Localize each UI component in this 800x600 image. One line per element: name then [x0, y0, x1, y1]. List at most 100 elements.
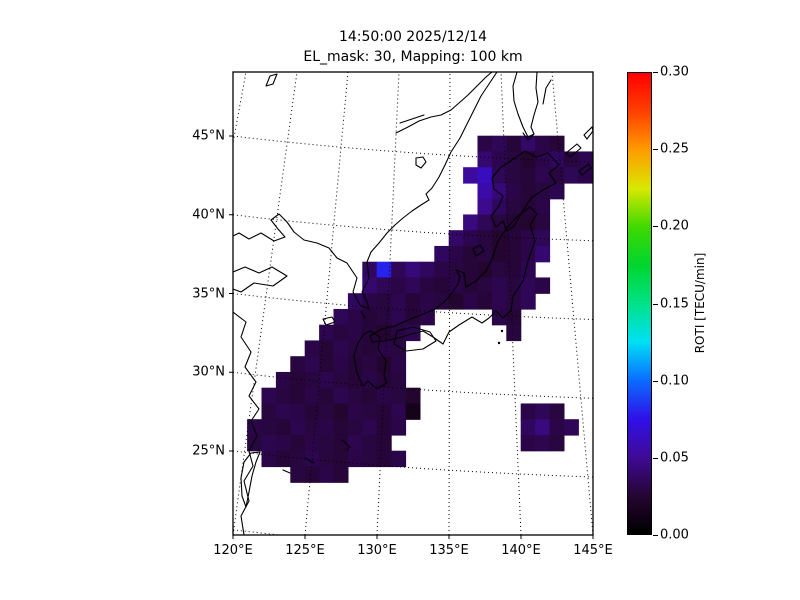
colorbar-tick-mark — [653, 380, 658, 382]
roti-cell — [535, 167, 551, 184]
x-axis-tick-label: 130°E — [357, 543, 397, 558]
y-axis-tick-label: 45°N — [192, 128, 225, 144]
roti-cell — [405, 308, 421, 326]
roti-cell — [434, 293, 450, 310]
roti-cell — [376, 371, 392, 389]
roti-cell — [391, 356, 407, 373]
roti-cell — [563, 151, 579, 168]
figure-title: 14:50:00 2025/12/14 — [338, 29, 488, 45]
roti-cell — [290, 387, 306, 405]
roti-cell — [535, 434, 551, 452]
x-axis-tick-label: 120°E — [213, 543, 253, 558]
roti-cell — [391, 340, 407, 357]
roti-cell — [434, 245, 450, 263]
roti-cell — [333, 387, 349, 405]
roti-cell — [535, 230, 551, 247]
roti-cell — [333, 450, 349, 468]
roti-cell — [347, 324, 363, 342]
axis-ticks — [229, 135, 594, 539]
roti-cell — [333, 419, 349, 436]
roti-cell — [391, 419, 407, 436]
x-axis-tick-label: 145°E — [573, 543, 613, 558]
roti-cell — [347, 403, 363, 420]
roti-cell — [491, 167, 507, 184]
roti-cell — [304, 419, 320, 436]
tsushima-outline — [360, 311, 366, 319]
roti-cell — [333, 308, 349, 326]
roti-cell — [261, 434, 277, 452]
roti-cell — [520, 214, 536, 231]
roti-cell — [304, 434, 320, 452]
roti-cell — [520, 293, 536, 310]
colorbar-tick-label: 0.25 — [660, 141, 689, 157]
colorbar-tick-mark — [653, 457, 658, 459]
y-axis-tick-label: 35°N — [192, 286, 225, 301]
roti-cell — [463, 167, 479, 184]
roti-cell — [362, 403, 378, 420]
roti-cell — [477, 182, 493, 200]
roti-cell — [376, 434, 392, 452]
roti-cell — [491, 293, 507, 310]
meridian-gridline — [304, 72, 349, 535]
roti-cell — [290, 356, 306, 373]
roti-cell — [333, 371, 349, 389]
colorbar-tick-label: 0.05 — [660, 450, 689, 466]
roti-cell — [362, 387, 378, 405]
roti-cell — [491, 277, 507, 294]
roti-cell — [520, 277, 536, 294]
roti-cell — [506, 182, 522, 200]
roti-cell — [506, 277, 522, 294]
roti-cell — [448, 277, 464, 294]
roti-cell — [304, 466, 320, 483]
roti-cell — [520, 403, 536, 420]
roti-cell — [549, 434, 565, 452]
colorbar-tick-label: 0.30 — [660, 64, 689, 80]
roti-cell — [535, 245, 551, 263]
roti-cell — [506, 151, 522, 168]
china-coastline — [233, 311, 260, 535]
roti-cell — [391, 387, 407, 405]
roti-cell — [362, 434, 378, 452]
colorbar-axis-label: ROTI [TECU/min] — [693, 252, 707, 354]
roti-cell — [535, 403, 551, 420]
colorbar-tick-label: 0.20 — [660, 218, 689, 234]
island-outline — [265, 73, 278, 87]
roti-cell — [391, 261, 407, 279]
roti-cell — [520, 135, 536, 153]
roti-cell — [563, 419, 579, 436]
roti-cell — [491, 151, 507, 168]
roti-cell — [319, 434, 335, 452]
roti-cell — [290, 466, 306, 483]
roti-cell — [391, 450, 407, 468]
roti-cell — [506, 167, 522, 184]
roti-cell — [304, 340, 320, 357]
roti-cell — [477, 151, 493, 168]
roti-cell — [261, 450, 277, 468]
roti-cell — [448, 293, 464, 310]
izu-island — [497, 341, 501, 345]
roti-cell — [391, 403, 407, 420]
roti-cell — [535, 214, 551, 231]
kyushu-outline — [353, 330, 388, 390]
jeju-outline — [322, 316, 336, 326]
roti-cell — [491, 261, 507, 279]
roti-cell — [376, 387, 392, 405]
roti-cell — [535, 135, 551, 153]
roti-cell — [290, 434, 306, 452]
roti-cell — [347, 293, 363, 310]
y-axis-tick-label: 25°N — [192, 443, 225, 459]
roti-cell — [319, 450, 335, 468]
roti-cell — [463, 245, 479, 263]
roti-cell — [549, 135, 565, 153]
kuril-islands — [578, 163, 592, 176]
roti-cell — [391, 371, 407, 389]
roti-cell — [434, 261, 450, 279]
roti-cell — [362, 277, 378, 294]
roti-cell — [304, 371, 320, 389]
meridian-gridline — [551, 72, 593, 535]
roti-cell — [419, 308, 435, 326]
roti-cell — [578, 167, 593, 184]
roti-cell — [477, 230, 493, 247]
roti-cell — [290, 371, 306, 389]
